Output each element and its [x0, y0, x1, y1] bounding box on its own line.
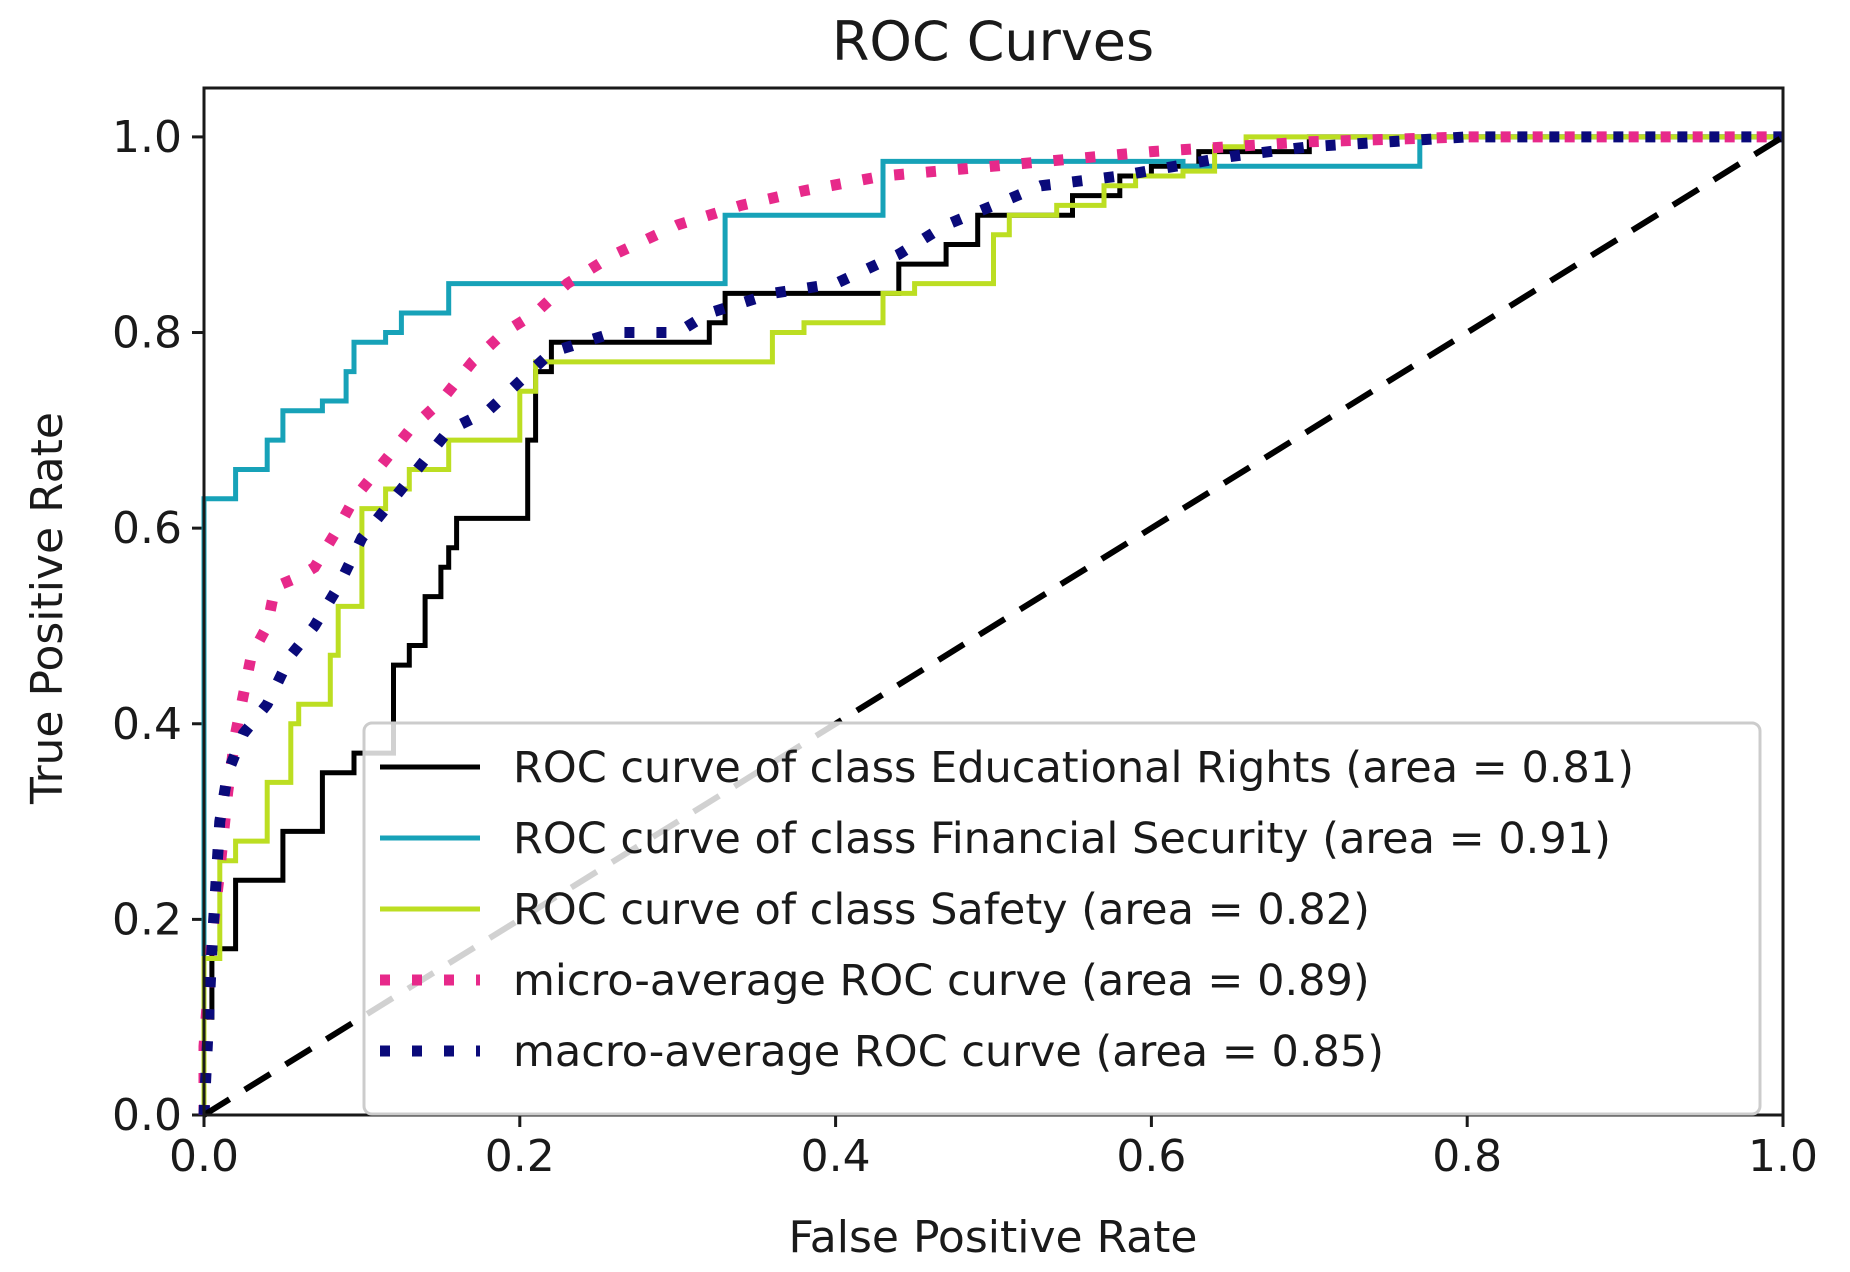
y-tick-label: 0.2 [112, 894, 182, 945]
legend: ROC curve of class Educational Rights (a… [362, 721, 1762, 1116]
x-axis-label: False Positive Rate [789, 1212, 1198, 1263]
x-tick-label: 0.0 [169, 1131, 239, 1182]
legend-label: ROC curve of class Educational Rights (a… [513, 743, 1634, 793]
legend-label: micro-average ROC curve (area = 0.89) [513, 956, 1370, 1006]
y-tick-label: 0.0 [112, 1090, 182, 1141]
series-financial-security [201, 134, 1783, 1115]
legend-label: ROC curve of class Financial Security (a… [513, 814, 1611, 864]
series-macro-average [198, 131, 1783, 1116]
axis-ticks: 0.0 0.2 0.4 0.6 0.8 1.0 0.0 0.2 0.4 0.6 0.8 1.0 [112, 112, 1818, 1182]
legend-label: ROC curve of class Safety (area = 0.82) [513, 885, 1370, 935]
x-tick-label: 0.8 [1432, 1131, 1502, 1182]
y-tick-label: 0.8 [112, 308, 182, 359]
x-tick-label: 1.0 [1748, 1131, 1818, 1182]
x-tick-label: 0.6 [1116, 1131, 1186, 1182]
x-tick-label: 0.2 [485, 1131, 555, 1182]
y-axis-label: True Positive Rate [22, 412, 73, 805]
y-tick-label: 0.4 [112, 699, 182, 750]
series-micro-average [198, 131, 1783, 1115]
chart-title: ROC Curves [832, 10, 1154, 73]
legend-label: macro-average ROC curve (area = 0.85) [513, 1027, 1384, 1077]
x-tick-label: 0.4 [801, 1131, 871, 1182]
series-safety [201, 134, 1783, 1115]
y-tick-label: 1.0 [112, 112, 182, 163]
legend-box [362, 721, 1762, 1116]
y-tick-label: 0.6 [112, 503, 182, 554]
